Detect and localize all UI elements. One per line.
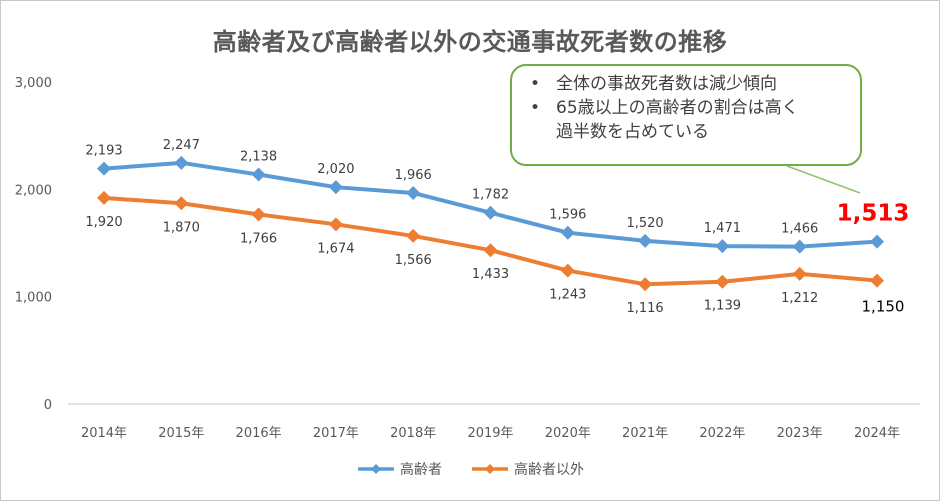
- callout-bullet: 65歳以上の高齢者の割合は高く: [530, 96, 846, 120]
- data-label: 1,766: [240, 231, 277, 246]
- data-point[interactable]: [638, 233, 653, 248]
- legend-swatch-elderly: [358, 464, 394, 474]
- series-line-elderly: [103, 160, 878, 249]
- data-label: 2,138: [240, 150, 277, 165]
- x-tick-label: 2023年: [777, 426, 823, 441]
- data-point[interactable]: [406, 185, 421, 200]
- y-tick-label: 0: [44, 398, 52, 413]
- y-tick-label: 3,000: [15, 76, 52, 91]
- y-tick-label: 1,000: [15, 291, 52, 306]
- x-tick-label: 2016年: [236, 426, 282, 441]
- x-tick-label: 2019年: [467, 426, 513, 441]
- x-tick-label: 2024年: [854, 426, 900, 441]
- data-point[interactable]: [174, 196, 189, 211]
- y-axis: 0 1,000 2,000 3,000: [15, 76, 52, 413]
- data-point[interactable]: [328, 217, 343, 232]
- data-point[interactable]: [715, 274, 730, 289]
- data-point[interactable]: [97, 190, 111, 205]
- data-label: 1,674: [317, 241, 354, 256]
- data-label: 1,966: [395, 168, 432, 183]
- data-label: 1,433: [472, 267, 509, 282]
- x-tick-label: 2018年: [390, 426, 436, 441]
- callout-pointer: [786, 165, 861, 194]
- data-label: 2,247: [163, 138, 200, 153]
- data-label-highlight: 1,513: [837, 201, 910, 227]
- chart-title: 高齢者及び高齢者以外の交通事故死者数の推移: [212, 28, 728, 56]
- callout-continuation: 過半数を占めている: [556, 122, 709, 142]
- data-label: 1,920: [85, 215, 122, 230]
- callout-bullet: 全体の事故死者数は減少傾向: [530, 72, 846, 96]
- data-label: 1,466: [781, 222, 818, 237]
- data-point[interactable]: [483, 243, 498, 258]
- data-label: 1,150: [862, 298, 905, 316]
- data-label: 1,596: [549, 208, 586, 223]
- x-tick-label: 2014年: [81, 426, 127, 441]
- data-point[interactable]: [97, 161, 111, 176]
- y-tick-label: 2,000: [15, 183, 52, 198]
- data-label: 1,520: [626, 216, 663, 231]
- data-point[interactable]: [792, 239, 807, 254]
- data-point[interactable]: [483, 205, 498, 220]
- x-tick-label: 2022年: [699, 426, 745, 441]
- data-point[interactable]: [870, 234, 884, 249]
- data-point[interactable]: [251, 167, 266, 182]
- data-labels: 2,193 2,247 2,138 2,020 1,966 1,782 1,596 1,520…: [85, 138, 909, 316]
- data-label: 1,243: [549, 288, 586, 303]
- data-point[interactable]: [638, 277, 653, 292]
- legend-swatch-non-elderly: [472, 464, 508, 474]
- x-tick-label: 2015年: [158, 426, 204, 441]
- callout-box: 全体の事故死者数は減少傾向 65歳以上の高齢者の割合は高く 過半数を占めている: [510, 64, 862, 166]
- x-tick-label: 2021年: [622, 426, 668, 441]
- x-tick-label: 2017年: [313, 426, 359, 441]
- data-point[interactable]: [715, 239, 730, 254]
- data-point[interactable]: [792, 266, 807, 281]
- data-point[interactable]: [870, 273, 884, 288]
- legend-label: 高齢者以外: [514, 462, 584, 478]
- data-point[interactable]: [560, 263, 575, 278]
- legend: 高齢者 高齢者以外: [0, 459, 940, 479]
- data-point[interactable]: [328, 180, 343, 195]
- data-label: 2,193: [85, 144, 122, 159]
- data-point[interactable]: [251, 207, 266, 222]
- x-axis: 2014年 2015年 2016年 2017年 2018年 2019年 2020年 2021年…: [81, 426, 900, 441]
- data-label: 1,870: [163, 220, 200, 235]
- data-label: 1,116: [626, 301, 663, 316]
- data-label: 1,782: [472, 188, 509, 203]
- data-label: 1,139: [704, 299, 741, 314]
- data-point[interactable]: [174, 155, 189, 170]
- series-group: [97, 155, 884, 292]
- legend-item-elderly[interactable]: 高齢者: [356, 459, 442, 479]
- data-label: 1,212: [781, 291, 818, 306]
- x-tick-label: 2020年: [545, 426, 591, 441]
- legend-item-non-elderly[interactable]: 高齢者以外: [470, 459, 584, 479]
- data-label: 1,566: [395, 253, 432, 268]
- data-point[interactable]: [560, 225, 575, 240]
- data-point[interactable]: [406, 228, 421, 243]
- legend-label: 高齢者: [400, 462, 442, 478]
- data-label: 1,471: [704, 221, 741, 236]
- data-label: 2,020: [317, 162, 354, 177]
